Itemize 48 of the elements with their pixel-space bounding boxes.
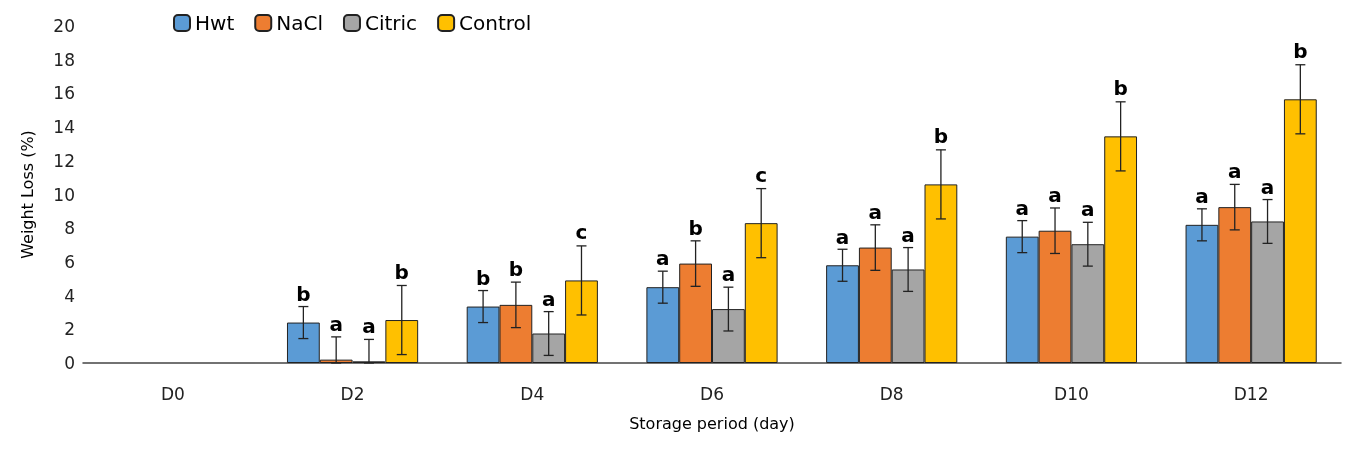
x-tick-label: D2 bbox=[340, 383, 365, 404]
data-label: a bbox=[1260, 174, 1275, 199]
data-label: b bbox=[688, 215, 703, 240]
y-axis-title: Weight Loss (%) bbox=[17, 130, 37, 259]
data-label: a bbox=[541, 286, 556, 311]
data-label: b bbox=[296, 281, 311, 306]
data-label: a bbox=[835, 224, 850, 249]
y-tick-label: 10 bbox=[53, 184, 75, 205]
data-label: b bbox=[1113, 76, 1128, 101]
x-tick-label: D10 bbox=[1054, 383, 1089, 404]
y-tick-label: 2 bbox=[64, 319, 75, 340]
y-tick-label: 14 bbox=[53, 117, 75, 138]
data-label: a bbox=[1195, 184, 1209, 209]
data-label: b bbox=[508, 257, 524, 282]
data-label: a bbox=[1048, 182, 1062, 207]
x-axis-title: Storage period (day) bbox=[629, 413, 795, 433]
y-tick-label: 20 bbox=[53, 16, 75, 36]
x-tick-label: D12 bbox=[1233, 383, 1269, 404]
data-label: a bbox=[868, 199, 883, 224]
legend-label: Control bbox=[459, 11, 532, 35]
y-tick-label: 16 bbox=[53, 83, 75, 104]
y-tick-label: 4 bbox=[64, 285, 75, 306]
data-label: b bbox=[933, 124, 949, 149]
data-label: a bbox=[1227, 159, 1242, 184]
data-label: a bbox=[329, 311, 343, 336]
data-label: c bbox=[575, 220, 588, 245]
data-label: c bbox=[755, 162, 768, 187]
data-label: a bbox=[721, 262, 736, 287]
data-label: a bbox=[901, 222, 915, 247]
y-tick-label: 12 bbox=[53, 150, 75, 171]
y-tick-label: 0 bbox=[64, 353, 75, 373]
data-label: b bbox=[475, 265, 491, 290]
x-tick-label: D8 bbox=[879, 383, 904, 404]
legend-label: Citric bbox=[364, 11, 418, 35]
x-tick-label: D0 bbox=[160, 383, 185, 404]
legend-label: Hwt bbox=[195, 11, 235, 35]
legend-label: NaCl bbox=[276, 11, 323, 35]
x-tick-label: D6 bbox=[700, 383, 724, 404]
data-label: a bbox=[656, 246, 670, 271]
data-label: a bbox=[1015, 195, 1029, 220]
data-label: b bbox=[1293, 39, 1308, 64]
y-tick-label: 8 bbox=[64, 218, 75, 239]
y-tick-label: 18 bbox=[53, 49, 75, 70]
x-tick-label: D4 bbox=[520, 383, 545, 404]
data-label: a bbox=[362, 314, 376, 339]
data-label: a bbox=[1081, 197, 1095, 222]
data-label: b bbox=[394, 259, 409, 284]
y-tick-label: 6 bbox=[64, 251, 75, 272]
